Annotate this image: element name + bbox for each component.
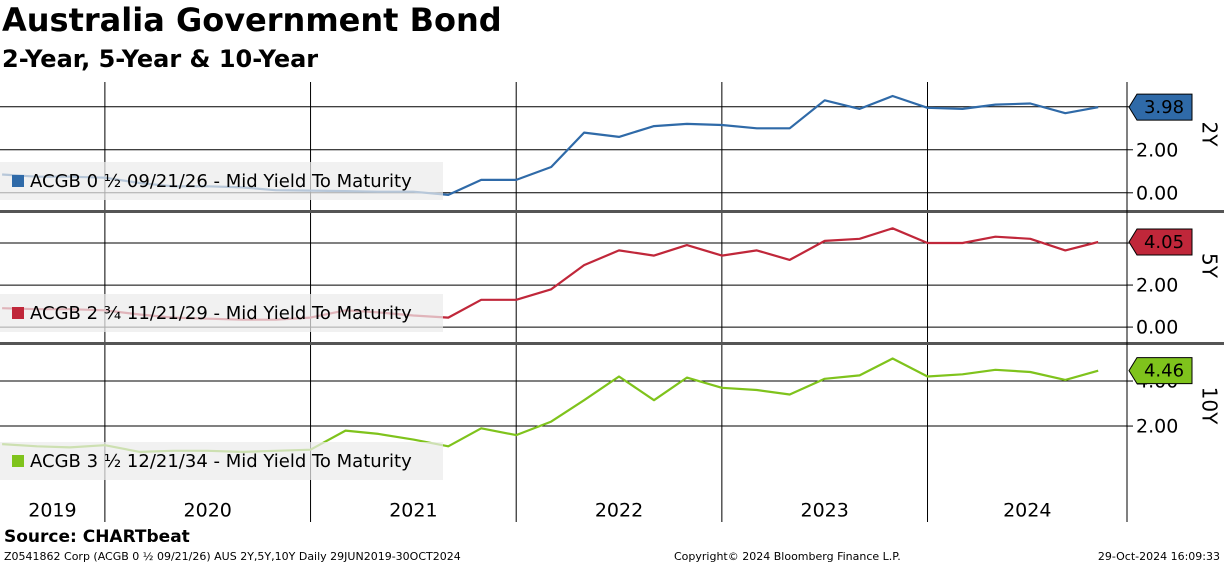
last-value-label: 3.98 — [1144, 97, 1184, 118]
legend-box — [0, 294, 443, 332]
last-value-label: 4.05 — [1144, 232, 1184, 253]
panel-separator — [0, 342, 1224, 345]
panel-label: 5Y — [1198, 253, 1222, 279]
footer-right: 29-Oct-2024 16:09:33 — [1098, 550, 1220, 563]
x-tick-label: 2022 — [595, 500, 643, 522]
legend-label: ACGB 3 ½ 12/21/34 - Mid Yield To Maturit… — [30, 451, 412, 472]
last-value-badge — [1128, 357, 1193, 385]
legend-swatch — [12, 175, 24, 187]
legend-swatch — [12, 307, 24, 319]
title: Australia Government Bond — [2, 1, 502, 39]
x-tick-label: 2020 — [184, 500, 232, 522]
legend-box — [0, 442, 443, 480]
last-value-badge — [1128, 93, 1193, 121]
y-tick-label: 0.00 — [1136, 317, 1178, 339]
y-tick-label: 2.00 — [1136, 416, 1178, 438]
x-tick-label: 2024 — [1003, 500, 1051, 522]
last-value-badge — [1128, 228, 1193, 256]
x-tick-label: 2021 — [389, 500, 437, 522]
y-tick-label: 2.00 — [1136, 275, 1178, 297]
source: Source: CHARTbeat — [4, 527, 190, 547]
panel-separator — [0, 210, 1224, 213]
panel-label: 2Y — [1198, 122, 1222, 148]
legend-box — [0, 162, 443, 200]
footer-center: Copyright© 2024 Bloomberg Finance L.P. — [674, 550, 901, 563]
legend-swatch — [12, 455, 24, 467]
legend-label: ACGB 2 ¾ 11/21/29 - Mid Yield To Maturit… — [30, 303, 412, 324]
subtitle: 2-Year, 5-Year & 10-Year — [2, 45, 318, 73]
y-tick-label: 0.00 — [1136, 182, 1178, 204]
x-tick-label: 2019 — [28, 500, 76, 522]
footer-left: Z0541862 Corp (ACGB 0 ½ 09/21/26) AUS 2Y… — [4, 550, 461, 563]
legend-label: ACGB 0 ½ 09/21/26 - Mid Yield To Maturit… — [30, 171, 412, 192]
series-line — [2, 357, 1099, 453]
y-tick-label: 2.00 — [1136, 139, 1178, 161]
last-value-label: 4.46 — [1144, 361, 1184, 382]
x-tick-label: 2023 — [801, 500, 849, 522]
panel-label: 10Y — [1198, 387, 1222, 425]
